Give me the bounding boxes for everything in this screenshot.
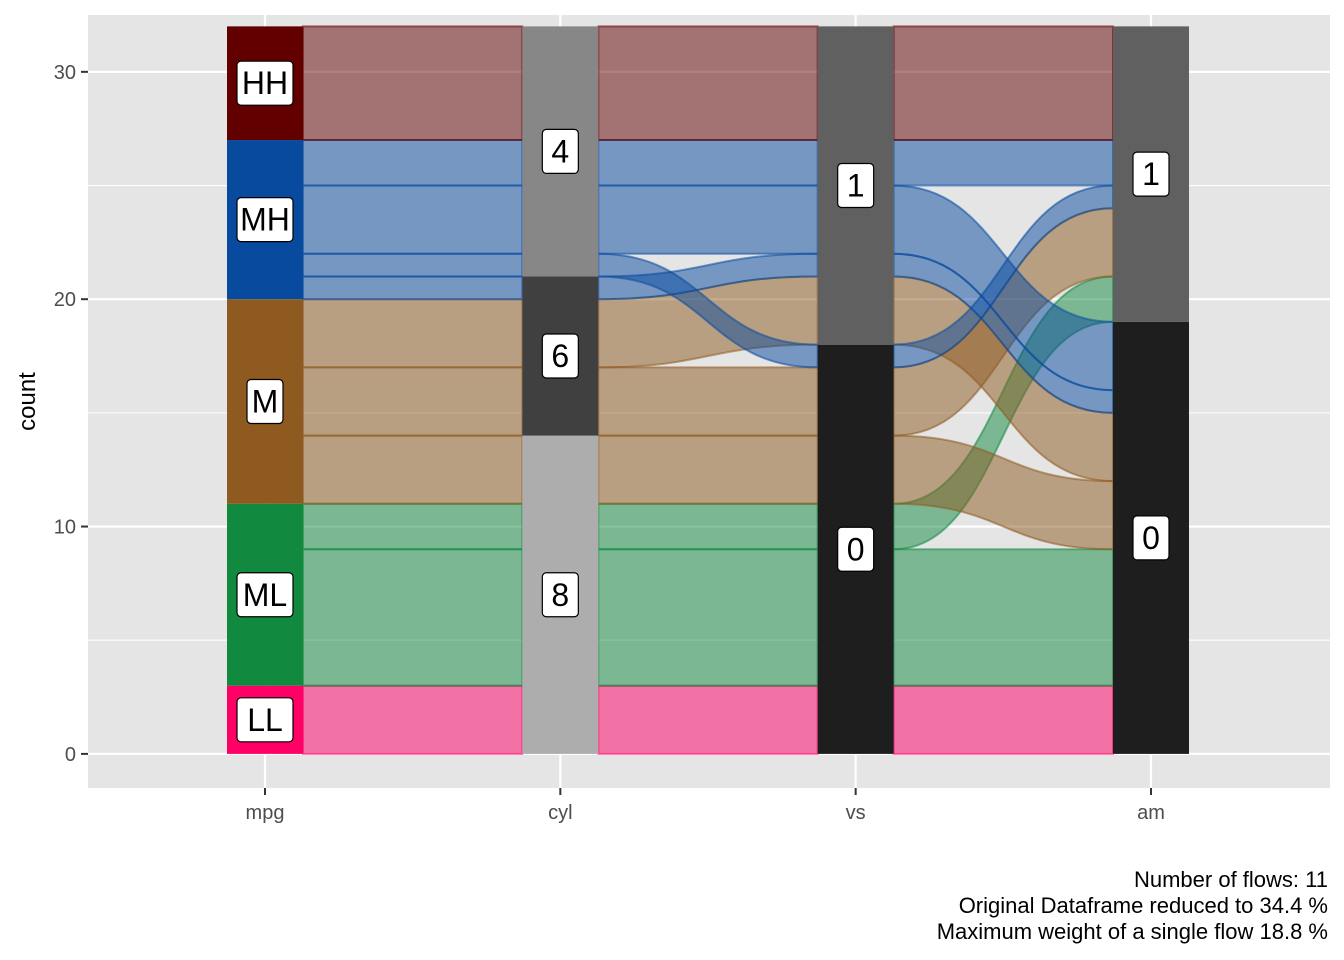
flow-ribbon <box>302 502 524 551</box>
stratum-label-cyl-6: 6 <box>541 333 579 379</box>
stratum-label-box <box>236 60 294 106</box>
x-tick-label-vs: vs <box>846 802 866 824</box>
stratum-label-cyl-8: 8 <box>541 572 579 618</box>
flow-ribbon <box>302 298 524 369</box>
stratum-label-text: MH <box>240 202 290 238</box>
stratum-label-text: 0 <box>1142 520 1160 556</box>
stratum-label-cyl-4: 4 <box>541 128 579 175</box>
stratum-label-vs-0: 0 <box>837 526 875 572</box>
stratum-label-box <box>1132 515 1170 561</box>
stratum-label-text: 4 <box>551 133 569 169</box>
stratum-label-text: 0 <box>847 531 865 567</box>
stratum-label-box <box>541 128 579 175</box>
stratum-label-am-0: 0 <box>1132 515 1170 561</box>
stratum-label-box <box>236 697 294 743</box>
stratum-label-mpg-M: M <box>246 378 284 425</box>
stratum-label-text: 6 <box>551 338 569 374</box>
x-tick-label-am: am <box>1137 802 1165 824</box>
flow-ribbon <box>302 184 524 255</box>
flow-ribbon <box>892 25 1114 142</box>
caption-line-reduced: Original Dataframe reduced to 34.4 % <box>958 893 1328 918</box>
stratum-label-box <box>236 572 294 618</box>
flow-ribbon <box>597 502 819 551</box>
flow-ribbon <box>302 548 524 687</box>
stratum-label-box <box>837 526 875 572</box>
flow-ribbon <box>892 139 1114 187</box>
flow-ribbon <box>597 184 819 255</box>
caption-line-max-weight: Maximum weight of a single flow 18.8 % <box>936 919 1328 944</box>
stratum-label-am-1: 1 <box>1132 151 1170 197</box>
flow-ribbon <box>302 139 524 187</box>
stratum-label-text: LL <box>247 702 283 738</box>
stratum-label-text: 1 <box>847 168 865 204</box>
caption: Number of flows: 11 Original Dataframe r… <box>628 867 1328 945</box>
flow-ribbon <box>597 548 819 687</box>
stratum-labels: LL ML M MH HH 8 6 4 0 1 0 1 <box>236 60 1170 743</box>
stratum-label-vs-1: 1 <box>837 162 875 209</box>
stratum-label-mpg-MH: MH <box>236 197 294 243</box>
stratum-label-text: 8 <box>551 577 569 613</box>
y-tick-label: 20 <box>54 289 76 311</box>
flow-ribbon <box>302 434 524 505</box>
stratum-label-box <box>1132 151 1170 197</box>
flow-ribbon <box>302 25 524 142</box>
stratum-label-mpg-LL: LL <box>236 697 294 743</box>
x-tick-label-mpg: mpg <box>246 802 285 824</box>
flow-ribbon <box>302 252 524 278</box>
stratum-label-text: ML <box>243 577 287 613</box>
flow-ribbon <box>892 684 1114 755</box>
y-axis-title: count <box>14 372 41 431</box>
stratum-label-mpg-ML: ML <box>236 572 294 618</box>
stratum-label-text: 1 <box>1142 156 1160 192</box>
flow-ribbon <box>597 434 819 505</box>
y-tick-label: 10 <box>54 517 76 539</box>
stratum-label-mpg-HH: HH <box>236 60 294 106</box>
stratum-label-box <box>837 162 875 209</box>
flow-ribbon <box>892 548 1114 687</box>
flow-ribbon <box>302 684 524 755</box>
flow-ribbon <box>302 275 524 301</box>
flow-ribbon <box>597 684 819 755</box>
stratum-label-box <box>246 378 284 425</box>
y-tick-label: 30 <box>54 62 76 84</box>
stratum-label-text: HH <box>242 65 288 101</box>
flow-layer <box>302 25 1114 755</box>
flow-ribbon <box>302 366 524 437</box>
x-tick-label-cyl: cyl <box>548 802 572 824</box>
stratum-label-box <box>541 572 579 618</box>
y-tick-label: 0 <box>65 744 76 766</box>
stratum-label-box <box>541 333 579 379</box>
stratum-label-box <box>236 197 294 243</box>
caption-line-flows: Number of flows: 11 <box>1133 867 1328 892</box>
stratum-label-text: M <box>252 384 279 420</box>
flow-ribbon <box>597 139 819 187</box>
flow-ribbon <box>597 366 819 437</box>
flow-ribbon <box>597 25 819 142</box>
